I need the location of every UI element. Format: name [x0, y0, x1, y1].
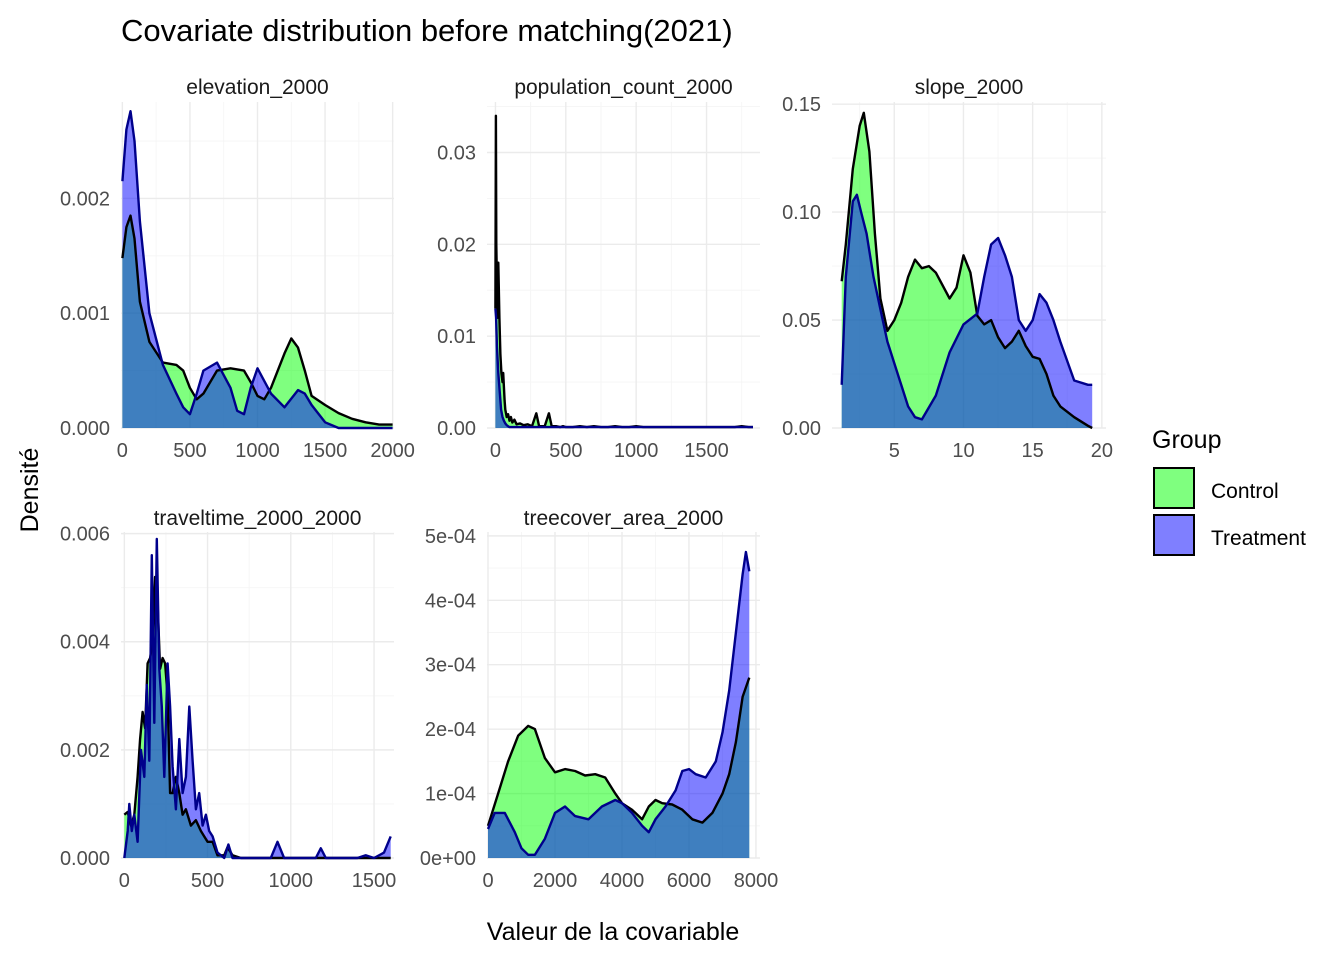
x-tick-label: 500 — [191, 870, 224, 892]
facet-strip-label: slope_2000 — [915, 76, 1024, 99]
facet-strip-label: traveltime_2000_2000 — [154, 507, 362, 530]
x-axis-title: Valeur de la covariable — [487, 918, 739, 946]
density-area-treatment — [495, 308, 753, 428]
density-line-control — [840, 111, 1093, 430]
facet-panel-traveltime_2000_2000: traveltime_2000_2000 0 500 1000 1500 0.000 0.0… — [60, 507, 396, 892]
y-tick-label: 4e-04 — [425, 590, 476, 612]
x-tick-label: 500 — [173, 440, 206, 462]
y-tick-label: 0.02 — [437, 234, 476, 256]
facet-panel-population_count_2000: population_count_2000 0 500 1000 1500 0.00 0.0… — [437, 76, 760, 462]
y-tick-label: 0.03 — [437, 143, 476, 165]
x-tick-label: 1500 — [303, 440, 348, 462]
y-tick-label: 0.01 — [437, 326, 476, 348]
y-tick-label: 5e-04 — [425, 526, 476, 548]
x-tick-label: 500 — [549, 440, 582, 462]
y-tick-label: 0.001 — [60, 303, 110, 325]
x-tick-label: 4000 — [600, 870, 645, 892]
y-tick-label: 0.004 — [60, 632, 110, 654]
facet-panel-treecover_area_2000: treecover_area_2000 0 2000 4000 6000 8000 0e+0… — [420, 507, 778, 892]
density-area-treatment — [841, 194, 1093, 428]
density-line-control — [121, 214, 393, 426]
density-area-treatment — [122, 111, 393, 428]
legend-key-control — [1153, 467, 1195, 509]
y-tick-label: 0.00 — [437, 418, 476, 440]
y-tick-label: 0.000 — [60, 848, 110, 870]
x-tick-label: 8000 — [734, 870, 779, 892]
legend-label-treatment: Treatment — [1211, 527, 1306, 550]
facet-strip-label: population_count_2000 — [514, 76, 732, 99]
x-tick-label: 1000 — [235, 440, 280, 462]
x-tick-label: 5 — [889, 440, 900, 462]
x-tick-label: 15 — [1022, 440, 1044, 462]
x-tick-label: 0 — [119, 870, 130, 892]
density-line-treatment — [486, 550, 751, 856]
x-tick-label: 2000 — [370, 440, 415, 462]
x-tick-label: 2000 — [533, 870, 578, 892]
x-tick-label: 0 — [482, 870, 493, 892]
y-tick-label: 2e-04 — [425, 719, 476, 741]
y-tick-label: 0.00 — [782, 418, 821, 440]
x-tick-label: 10 — [952, 440, 974, 462]
x-tick-label: 1000 — [269, 870, 314, 892]
density-area-control — [495, 115, 753, 429]
density-area-treatment — [124, 539, 391, 858]
y-tick-label: 0.000 — [60, 418, 110, 440]
y-tick-label: 0.05 — [782, 310, 821, 332]
y-axis-title: Densité — [16, 448, 44, 533]
x-tick-label: 1000 — [614, 440, 659, 462]
facet-strip-label: elevation_2000 — [186, 76, 328, 99]
x-tick-label: 6000 — [667, 870, 712, 892]
facet-strip-label: treecover_area_2000 — [524, 507, 724, 530]
y-tick-label: 0.002 — [60, 188, 110, 210]
density-line-treatment — [123, 537, 392, 860]
density-line-treatment — [121, 109, 393, 430]
density-line-treatment — [494, 308, 753, 429]
y-tick-label: 3e-04 — [425, 655, 476, 677]
x-tick-label: 1500 — [352, 870, 397, 892]
x-tick-label: 0 — [117, 440, 128, 462]
density-area-control — [841, 112, 1093, 429]
x-tick-label: 1500 — [684, 440, 729, 462]
y-tick-label: 1e-04 — [425, 784, 476, 806]
legend-title: Group — [1152, 426, 1221, 454]
facet-panel-slope_2000: slope_2000 5 10 15 20 0.00 0.05 0.10 0.15 — [782, 76, 1113, 462]
x-tick-label: 20 — [1091, 440, 1113, 462]
density-area-treatment — [488, 552, 750, 858]
legend-label-control: Control — [1211, 480, 1279, 503]
y-tick-label: 0e+00 — [420, 848, 476, 870]
y-tick-label: 0.002 — [60, 740, 110, 762]
x-tick-label: 0 — [490, 440, 501, 462]
y-tick-label: 0.006 — [60, 524, 110, 546]
y-tick-label: 0.10 — [782, 202, 821, 224]
density-line-control — [494, 114, 753, 429]
facet-panel-elevation_2000: elevation_2000 0 500 1000 1500 2000 0.000 0.001… — [60, 76, 415, 462]
legend: Group Control Treatment — [1152, 426, 1306, 556]
y-tick-label: 0.15 — [782, 94, 821, 116]
chart-title: Covariate distribution before matching(2… — [121, 13, 733, 48]
density-line-treatment — [840, 193, 1093, 421]
legend-key-treatment — [1153, 514, 1195, 556]
